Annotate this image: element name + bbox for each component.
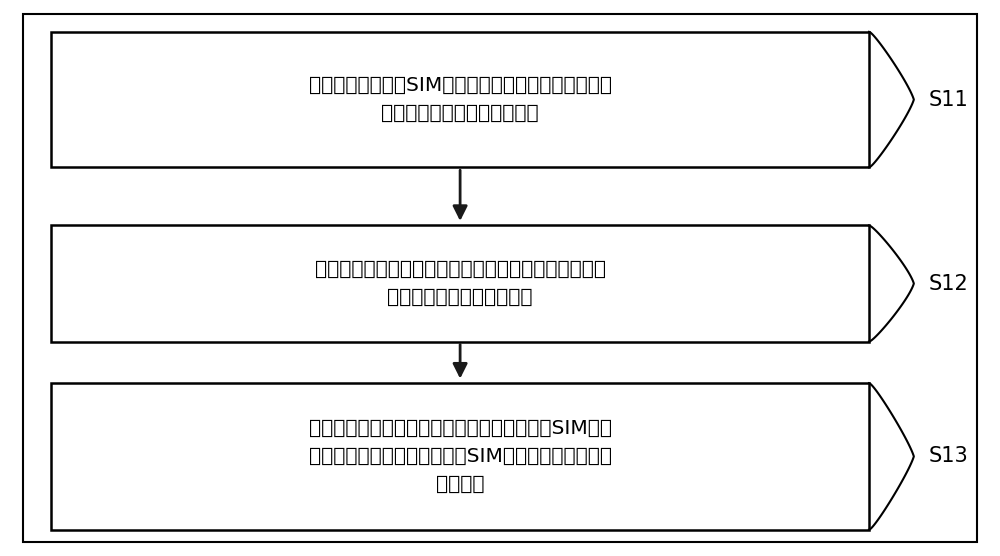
Text: S11: S11 xyxy=(929,90,969,110)
Text: 发送端获取用户信息，并根据第一预设规则进行安全验
证，用户信息由接收端提供: 发送端获取用户信息，并根据第一预设规则进行安全验 证，用户信息由接收端提供 xyxy=(315,260,606,307)
Text: S12: S12 xyxy=(929,274,969,294)
Bar xyxy=(51,383,869,530)
Text: S13: S13 xyxy=(929,446,969,466)
Bar xyxy=(51,225,869,341)
Text: 若验证成功，发送端根据第二预设规则对虚拟SIM卡信
息进行处理并发送，以使虚拟SIM卡信息从发送端迁移
至接收端: 若验证成功，发送端根据第二预设规则对虚拟SIM卡信 息进行处理并发送，以使虚拟S… xyxy=(309,419,612,494)
Bar xyxy=(51,32,869,167)
Text: 发送端接收到虚拟SIM卡迁移指令后，发送连接请求，
以使发送端和接收端建立连接: 发送端接收到虚拟SIM卡迁移指令后，发送连接请求， 以使发送端和接收端建立连接 xyxy=(309,76,612,123)
